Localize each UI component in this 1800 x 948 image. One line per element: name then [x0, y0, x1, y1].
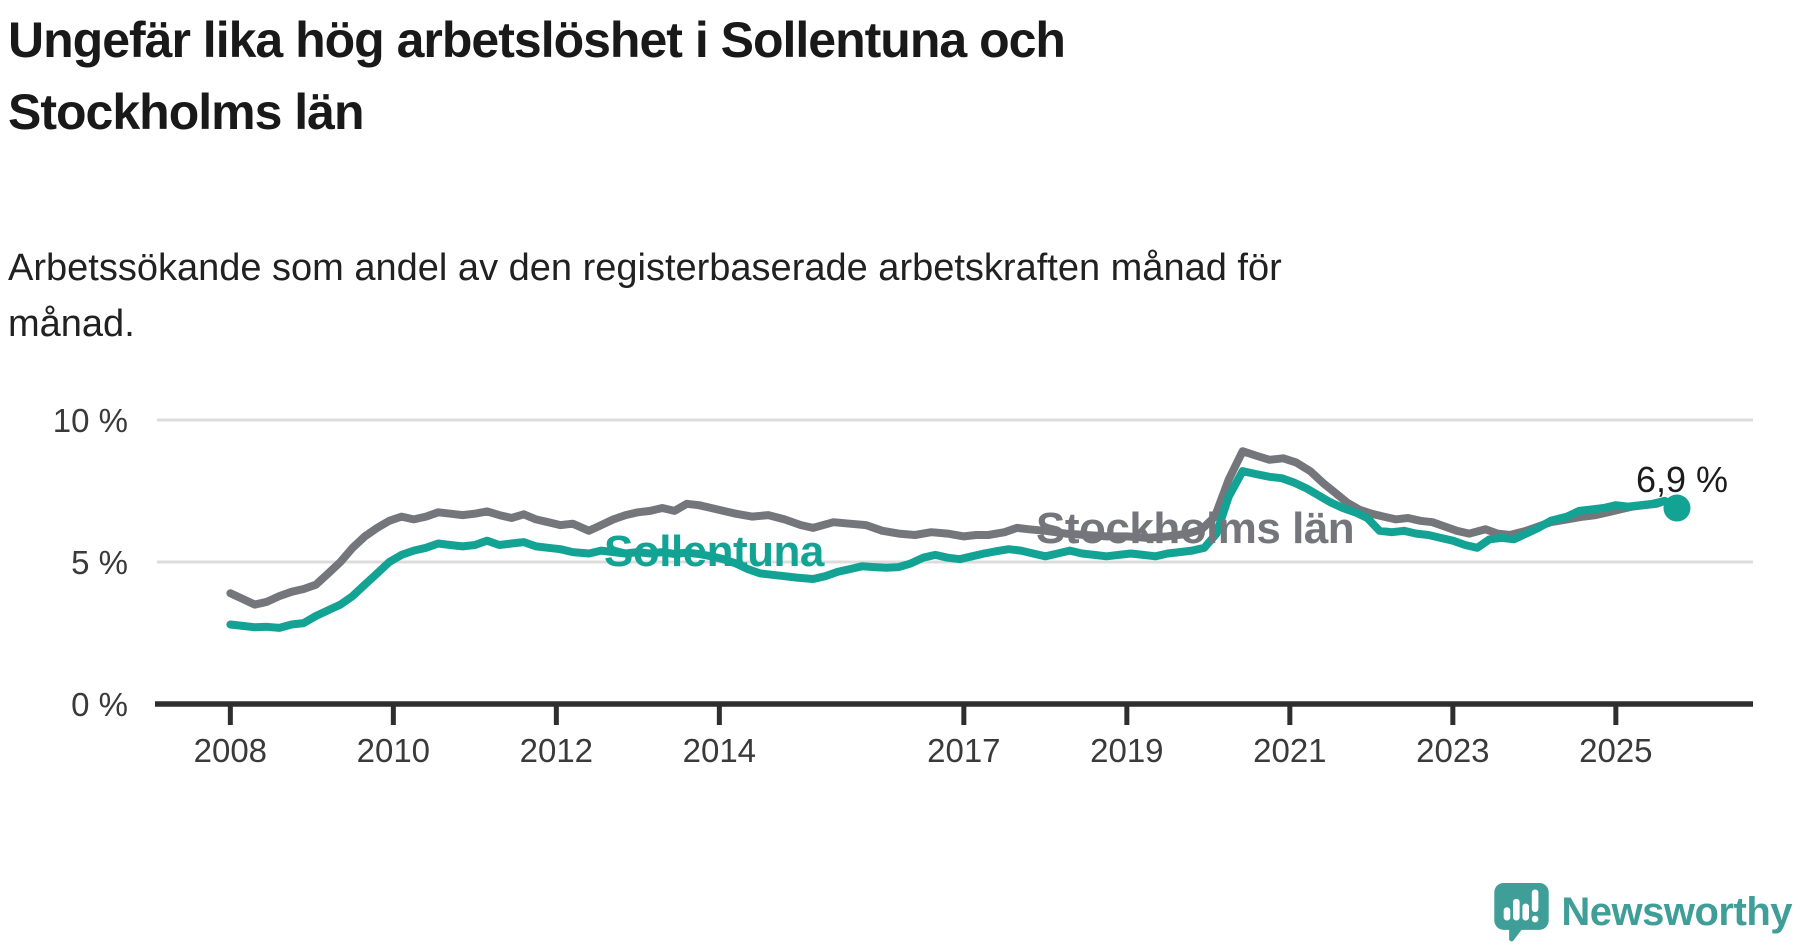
y-axis-label: 5 % [71, 544, 128, 581]
series-end-dot [1663, 494, 1691, 522]
subtitle-line-2: månad. [8, 303, 135, 345]
series-line-sollentuna [226, 467, 1681, 632]
newsworthy-logo: Newsworthy [1493, 882, 1792, 942]
latest-value-annotation: 6,9 % [1636, 459, 1728, 500]
title-line-2: Stockholms län [8, 84, 365, 140]
x-axis-label: 2017 [927, 732, 1000, 769]
newsworthy-logo-text: Newsworthy [1561, 889, 1792, 934]
logo-bar-2 [1513, 898, 1521, 921]
x-axis-label: 2023 [1416, 732, 1489, 769]
series-line-stockholm [226, 447, 1677, 609]
chart-subtitle: Arbetssökande som andel av den registerb… [8, 240, 1282, 352]
series-label-stockholm: Stockholms län [1036, 504, 1354, 553]
x-axis-label: 2010 [357, 732, 430, 769]
series-label-sollentuna: Sollentuna [604, 527, 825, 576]
y-axis-label: 0 % [71, 686, 128, 723]
x-axis-label: 2021 [1253, 732, 1326, 769]
title-line-1: Ungefär lika hög arbetslöshet i Sollentu… [8, 12, 1066, 68]
logo-exclamation-dot [1532, 915, 1539, 923]
x-axis-label: 2008 [194, 732, 267, 769]
logo-exclamation-bar [1532, 889, 1539, 912]
x-axis-label: 2019 [1090, 732, 1163, 769]
logo-bar-1 [1504, 907, 1511, 921]
x-axis-label: 2025 [1579, 732, 1652, 769]
y-axis-label: 10 % [53, 402, 128, 439]
newsworthy-logo-icon [1494, 882, 1550, 942]
subtitle-line-1: Arbetssökande som andel av den registerb… [8, 247, 1282, 289]
speech-bubble-shape [1494, 882, 1550, 942]
x-axis-label: 2012 [520, 732, 593, 769]
logo-bar-3 [1522, 903, 1530, 921]
x-axis-label: 2014 [683, 732, 756, 769]
page-title: Ungefär lika hög arbetslöshet i Sollentu… [8, 4, 1066, 148]
